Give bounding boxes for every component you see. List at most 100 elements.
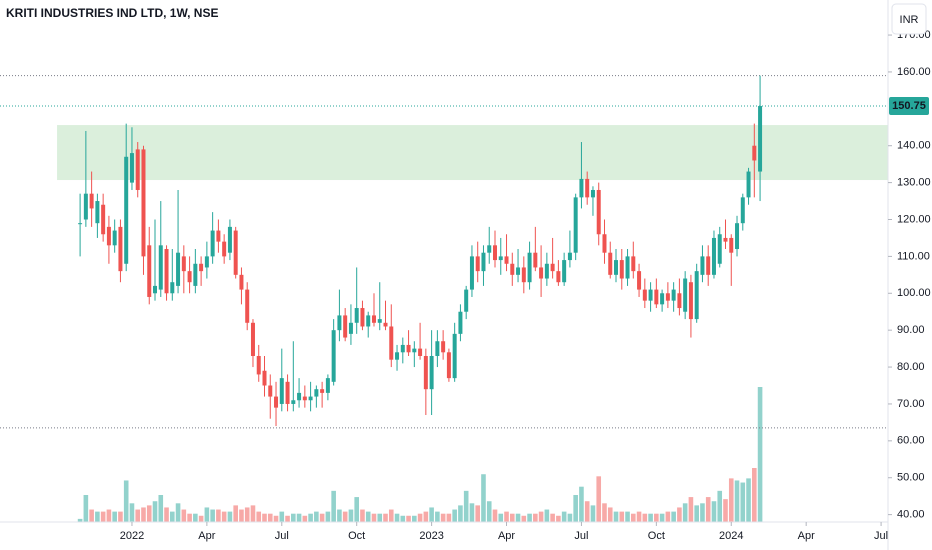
candle-body bbox=[118, 226, 123, 272]
volume-bar bbox=[642, 513, 648, 522]
candle-body bbox=[210, 230, 215, 257]
y-tick-label: 50.00 bbox=[897, 472, 925, 484]
candle-body bbox=[706, 256, 711, 275]
candle-body bbox=[395, 352, 400, 360]
chart-title: KRITI INDUSTRIES IND LTD, 1W, NSE bbox=[6, 6, 218, 20]
y-tick-label: 140.00 bbox=[897, 140, 931, 152]
candle-body bbox=[371, 315, 376, 323]
candle-body bbox=[544, 263, 549, 279]
candle-body bbox=[250, 322, 255, 356]
candle-body bbox=[124, 156, 129, 264]
candle-body bbox=[153, 285, 158, 294]
candle-body bbox=[562, 260, 567, 283]
candle-body bbox=[492, 245, 497, 261]
candle-body bbox=[147, 245, 152, 297]
candle-body bbox=[642, 289, 647, 301]
candle-body bbox=[550, 263, 555, 272]
volume-bar bbox=[141, 507, 146, 522]
volume-bar bbox=[659, 513, 665, 522]
volume-bar bbox=[613, 511, 619, 522]
volume-bar bbox=[406, 515, 411, 522]
volume-bar bbox=[590, 505, 596, 522]
volume-bar bbox=[365, 511, 371, 522]
candle-body bbox=[279, 378, 284, 404]
candle-body bbox=[343, 315, 348, 338]
candle-body bbox=[533, 252, 538, 268]
volume-bar bbox=[521, 515, 527, 522]
candle-body bbox=[469, 256, 474, 290]
volume-bar bbox=[262, 513, 267, 522]
volume-bar bbox=[671, 511, 676, 522]
volume-bar bbox=[533, 513, 538, 522]
x-tick-label: Jul bbox=[574, 530, 588, 542]
volume-bar bbox=[181, 509, 187, 522]
candle-body bbox=[567, 252, 572, 261]
y-tick-label: 40.00 bbox=[897, 509, 925, 521]
volume-bar bbox=[158, 495, 164, 522]
volume-bar bbox=[221, 511, 227, 522]
volume-bar bbox=[354, 497, 359, 522]
candle-body bbox=[176, 252, 181, 286]
x-tick-label: Oct bbox=[648, 530, 665, 542]
candle-layer bbox=[78, 75, 763, 427]
candle-body bbox=[314, 389, 319, 397]
candle-body bbox=[170, 282, 175, 294]
y-tick-label: 100.00 bbox=[897, 287, 931, 299]
volume-bar bbox=[602, 503, 607, 522]
candle-body bbox=[735, 223, 740, 250]
candle-body bbox=[694, 271, 699, 320]
volume-bar bbox=[475, 505, 481, 522]
volume-bar bbox=[550, 513, 555, 522]
line-layer bbox=[0, 75, 888, 429]
candle-body bbox=[711, 237, 716, 275]
volume-bar bbox=[244, 507, 250, 522]
x-tick-label: Apr bbox=[498, 530, 515, 542]
candle-body bbox=[619, 260, 624, 279]
volume-bar bbox=[193, 513, 198, 522]
candle-body bbox=[660, 293, 665, 305]
volume-bar bbox=[630, 513, 636, 522]
volume-bar bbox=[486, 501, 492, 522]
currency-label[interactable]: INR bbox=[900, 14, 919, 26]
candle-body bbox=[331, 330, 336, 382]
y-tick-label: 160.00 bbox=[897, 66, 931, 78]
candle-body bbox=[193, 263, 198, 286]
volume-bar bbox=[458, 505, 463, 522]
volume-bar bbox=[302, 515, 308, 522]
candle-body bbox=[78, 223, 83, 225]
candle-body bbox=[187, 271, 192, 283]
candle-body bbox=[671, 289, 676, 301]
x-tick-label: Jul bbox=[275, 530, 289, 542]
candle-body bbox=[452, 333, 457, 379]
candle-body bbox=[758, 106, 763, 172]
price-label-bg bbox=[889, 97, 929, 116]
candle-body bbox=[268, 385, 273, 397]
candle-body bbox=[648, 289, 653, 301]
candle-body bbox=[348, 322, 353, 334]
volume-layer bbox=[77, 387, 763, 522]
volume-bar bbox=[377, 513, 383, 522]
volume-bar bbox=[469, 503, 475, 522]
price-axis-bg bbox=[888, 0, 932, 550]
volume-bar bbox=[481, 474, 486, 522]
candle-body bbox=[723, 237, 728, 242]
volume-bar bbox=[705, 497, 711, 522]
candle-body bbox=[95, 201, 100, 224]
currency-button[interactable] bbox=[891, 3, 927, 35]
volume-bar bbox=[527, 513, 532, 522]
candle-body bbox=[377, 319, 382, 323]
y-tick-label: 70.00 bbox=[897, 398, 925, 410]
volume-bar bbox=[423, 511, 429, 522]
x-tick-label: 2024 bbox=[719, 530, 743, 542]
candle-body bbox=[487, 245, 492, 253]
volume-bar bbox=[446, 513, 452, 522]
candle-body bbox=[164, 249, 169, 294]
volume-bar bbox=[169, 511, 175, 522]
volume-bar bbox=[267, 513, 273, 522]
candle-body bbox=[665, 293, 670, 301]
candle-body bbox=[101, 204, 106, 235]
candle-body bbox=[614, 260, 619, 275]
volume-bar bbox=[296, 513, 302, 522]
volume-bar bbox=[711, 501, 717, 522]
